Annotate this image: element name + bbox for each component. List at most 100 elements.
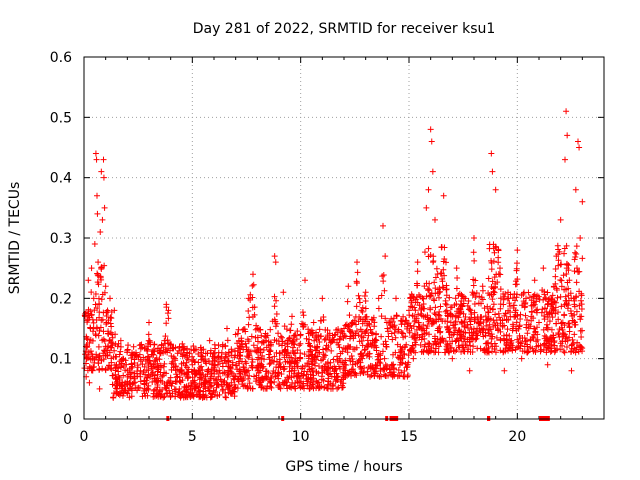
data-point [108, 355, 115, 362]
chart-title: Day 281 of 2022, SRMTID for receiver ksu… [193, 21, 496, 37]
data-point [458, 331, 464, 338]
data-point [523, 295, 529, 302]
data-point [361, 347, 368, 354]
data-point [506, 332, 513, 339]
y-tick-label: 0.1 [50, 352, 72, 368]
data-point [520, 290, 527, 297]
data-point [475, 319, 482, 326]
data-point [466, 306, 473, 313]
data-point [92, 150, 99, 157]
data-point [251, 304, 258, 311]
data-point [565, 285, 572, 292]
data-point [84, 343, 91, 350]
data-point [288, 321, 295, 328]
data-point [272, 259, 279, 266]
data-point [360, 370, 367, 377]
data-point [235, 375, 242, 382]
data-point [202, 373, 209, 380]
data-point [333, 339, 340, 346]
data-point [300, 312, 307, 319]
data-point [240, 375, 247, 382]
data-point [341, 365, 348, 372]
data-point [575, 138, 581, 145]
data-point [458, 318, 465, 325]
data-point [191, 367, 198, 374]
data-point [122, 379, 129, 386]
data-point [499, 323, 506, 330]
data-point [249, 282, 256, 289]
data-point [452, 348, 459, 355]
data-point [267, 360, 274, 367]
data-point [362, 297, 369, 304]
data-point [449, 355, 456, 362]
data-point [480, 319, 487, 326]
data-point [421, 335, 428, 342]
data-point [306, 382, 313, 389]
data-point [316, 384, 323, 391]
data-point [344, 323, 351, 330]
data-point [577, 235, 584, 241]
data-point [334, 377, 341, 384]
data-point [303, 335, 310, 342]
data-point [578, 313, 585, 320]
data-point [558, 277, 565, 284]
data-point [164, 310, 171, 317]
data-point [322, 352, 329, 359]
data-point [275, 330, 282, 337]
y-tick-label: 0.4 [50, 171, 72, 187]
data-point [561, 311, 568, 318]
data-point [358, 307, 365, 314]
data-point [544, 361, 551, 368]
data-point [232, 362, 239, 369]
data-point [555, 331, 562, 338]
data-point [96, 385, 103, 392]
data-point [368, 329, 375, 336]
data-point [482, 313, 489, 320]
data-point [266, 348, 273, 355]
data-point [119, 392, 126, 399]
data-point [483, 322, 490, 329]
data-point [409, 334, 416, 341]
data-point [94, 210, 101, 217]
data-point [267, 341, 274, 348]
data-point [426, 340, 433, 347]
data-point [93, 156, 100, 163]
data-point [271, 316, 278, 323]
data-point [245, 295, 252, 302]
data-point [465, 346, 472, 353]
data-point [376, 373, 383, 380]
data-point [397, 343, 404, 350]
x-tick-label: 5 [188, 429, 197, 445]
data-point [500, 296, 507, 303]
data-point [110, 394, 117, 401]
data-point [563, 344, 570, 351]
data-point [108, 366, 115, 373]
data-point [477, 345, 484, 352]
data-point [109, 331, 116, 338]
data-point [485, 330, 492, 337]
data-point [418, 306, 425, 313]
data-point [117, 337, 124, 344]
data-point [432, 274, 439, 281]
data-point [359, 308, 366, 315]
data-point [480, 333, 487, 340]
data-point [89, 316, 96, 323]
data-point [361, 293, 368, 300]
data-point [123, 361, 130, 368]
data-point [455, 314, 462, 321]
data-point [431, 310, 438, 317]
data-point [510, 325, 516, 332]
data-point [503, 337, 510, 344]
data-point [391, 329, 398, 336]
data-point [391, 324, 398, 331]
data-point [149, 365, 156, 372]
data-point [249, 364, 256, 371]
data-point [148, 370, 155, 377]
data-point [95, 332, 102, 339]
data-point [364, 322, 371, 329]
data-point [231, 373, 238, 380]
data-point [419, 331, 425, 338]
data-point [550, 334, 557, 341]
data-point [271, 353, 278, 360]
data-point [92, 291, 99, 298]
